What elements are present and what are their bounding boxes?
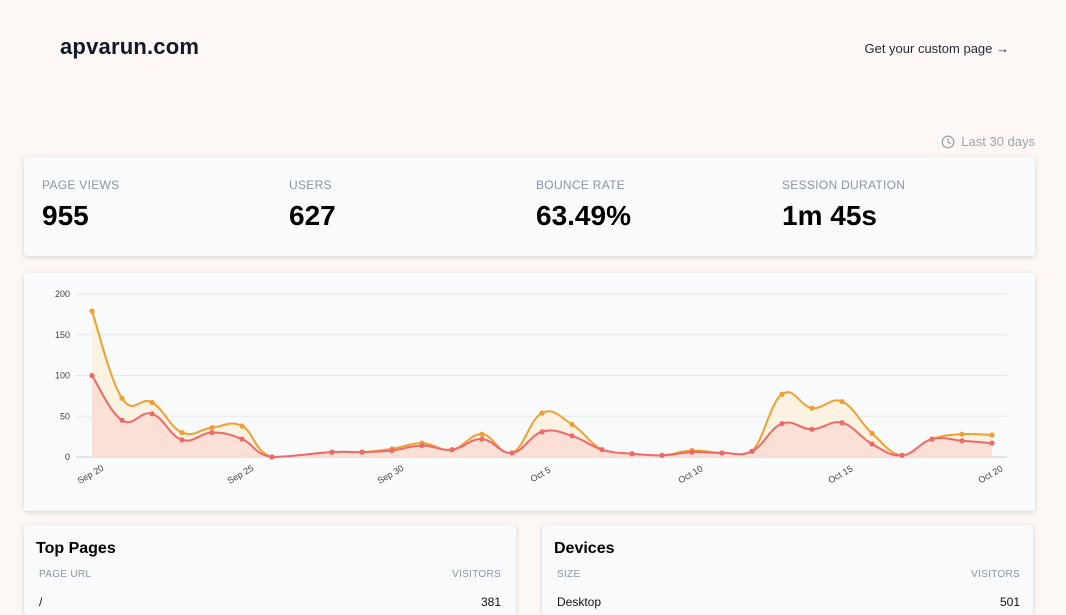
- data-point: [809, 405, 815, 411]
- data-point: [839, 398, 845, 405]
- date-range-selector[interactable]: Last 30 days: [941, 134, 1035, 149]
- data-point: [239, 423, 245, 429]
- panel-title: Top Pages: [36, 540, 116, 557]
- y-tick-label: 200: [55, 289, 70, 299]
- column-header-visitors: VISITORS: [452, 569, 501, 580]
- devices-panel: Devices SIZE VISITORS Desktop 501: [542, 525, 1033, 615]
- stat-page-views: PAGE VIEWS 955: [42, 178, 119, 232]
- column-header-visitors: VISITORS: [971, 569, 1020, 580]
- data-point: [179, 429, 185, 436]
- data-point: [119, 395, 125, 401]
- column-header-size: SIZE: [557, 569, 581, 580]
- data-point: [569, 421, 575, 427]
- stat-session-duration: SESSION DURATION 1m 45s: [782, 178, 905, 232]
- data-point: [509, 450, 515, 456]
- data-point: [419, 442, 425, 449]
- data-point: [569, 433, 575, 439]
- data-point: [479, 431, 485, 437]
- data-point: [749, 448, 755, 454]
- data-point: [539, 429, 545, 435]
- y-tick-label: 150: [55, 330, 70, 340]
- stat-label: PAGE VIEWS: [42, 178, 120, 192]
- data-point: [329, 449, 335, 455]
- stat-label: BOUNCE RATE: [536, 178, 626, 192]
- stat-value: 955: [42, 200, 89, 231]
- data-point: [779, 420, 785, 427]
- data-point: [239, 436, 245, 442]
- site-title[interactable]: apvarun.com: [60, 34, 200, 59]
- visitors-chart: 0 50 100 150 200 Sep 20 Sep 25 Sep 30 Oct 5 Oct 1…: [55, 289, 1007, 486]
- data-point: [809, 426, 815, 432]
- data-point: [209, 429, 215, 436]
- data-point: [479, 436, 485, 442]
- x-tick-label: Sep 25: [226, 463, 256, 486]
- stats-card: PAGE VIEWS 955 USERS 627 BOUNCE RATE 63.…: [24, 157, 1035, 256]
- x-tick-label: Sep 30: [376, 463, 406, 486]
- data-point: [989, 432, 995, 438]
- stat-label: SESSION DURATION: [782, 178, 906, 192]
- data-point: [959, 431, 965, 437]
- data-point: [689, 449, 695, 455]
- x-tick-label: Oct 15: [827, 463, 855, 485]
- x-tick-label: Oct 20: [977, 463, 1005, 485]
- data-point: [869, 430, 875, 436]
- panel-title: Devices: [554, 540, 615, 557]
- data-point: [599, 447, 605, 453]
- data-point: [659, 452, 665, 458]
- data-point: [779, 391, 785, 397]
- visitor-count-cell: 501: [999, 595, 1020, 609]
- stat-bounce-rate: BOUNCE RATE 63.49%: [536, 178, 631, 232]
- stat-label: USERS: [289, 178, 332, 192]
- data-point: [389, 447, 395, 454]
- visitor-count-cell: 381: [480, 595, 501, 609]
- stat-value: 627: [289, 200, 336, 231]
- data-point: [959, 438, 965, 444]
- data-point: [539, 410, 545, 416]
- data-point: [209, 425, 215, 431]
- series-line: [91, 374, 993, 459]
- x-tick-label: Sep 20: [76, 463, 106, 486]
- data-point: [449, 447, 455, 453]
- data-point: [119, 417, 125, 423]
- data-point: [359, 449, 365, 455]
- x-tick-label: Oct 10: [677, 463, 705, 485]
- data-point: [839, 420, 845, 426]
- data-point: [89, 372, 95, 379]
- data-point: [929, 436, 935, 442]
- data-point: [179, 437, 185, 443]
- data-point: [149, 411, 155, 417]
- y-tick-label: 50: [60, 411, 70, 421]
- data-point: [719, 450, 725, 456]
- custom-page-link[interactable]: Get your custom page →: [864, 41, 1009, 56]
- page-url-cell[interactable]: /: [39, 595, 43, 609]
- data-point: [899, 452, 905, 458]
- stat-users: USERS 627: [289, 178, 336, 232]
- clock-icon: [941, 135, 955, 149]
- y-tick-label: 100: [55, 371, 70, 381]
- date-range-label: Last 30 days: [961, 134, 1035, 149]
- series-area: [92, 375, 992, 457]
- data-point: [269, 454, 275, 460]
- stat-value: 1m 45s: [782, 200, 877, 231]
- data-point: [989, 440, 995, 446]
- data-point: [89, 308, 95, 314]
- stat-value: 63.49%: [536, 200, 631, 231]
- device-size-cell: Desktop: [557, 595, 602, 609]
- y-tick-label: 0: [65, 452, 70, 462]
- x-tick-label: Oct 5: [529, 465, 553, 484]
- data-point: [629, 451, 635, 457]
- data-point: [149, 399, 155, 405]
- data-point: [869, 441, 875, 447]
- top-pages-panel: Top Pages PAGE URL VISITORS / 381: [24, 525, 516, 615]
- column-header-page-url: PAGE URL: [39, 569, 92, 580]
- visitors-chart-card: 0 50 100 150 200 Sep 20 Sep 25 Sep 30 Oct 5 Oct 1…: [24, 273, 1035, 511]
